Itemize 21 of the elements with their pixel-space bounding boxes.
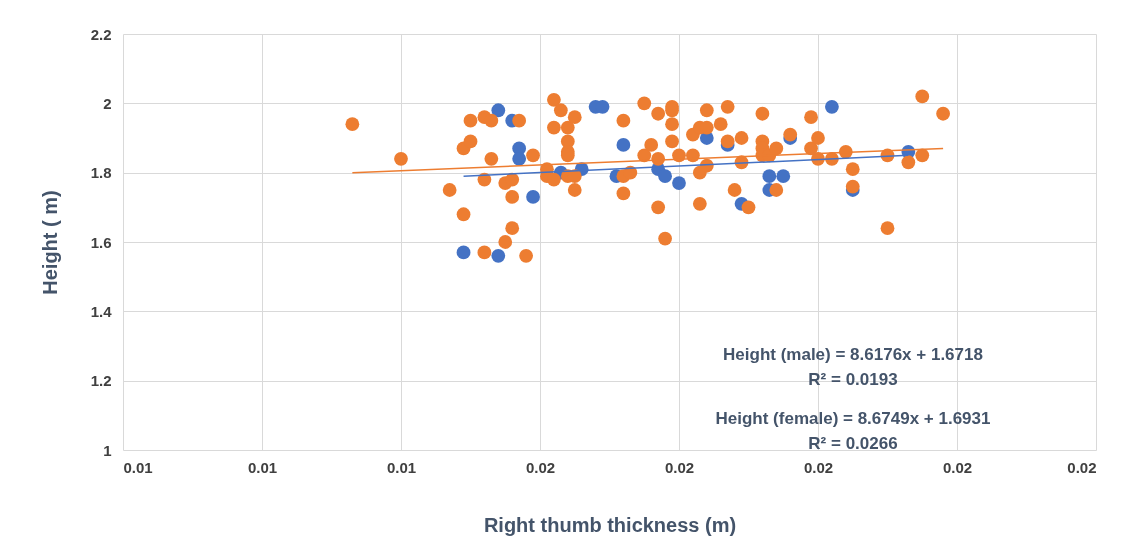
x-tick-label: 0.02 [942, 458, 973, 476]
annotation: Height (female) = 8.6749x + 1.6931 [715, 409, 991, 428]
x-tick-label: 0.01 [386, 458, 417, 476]
y-tick-label: 1.2 [90, 372, 112, 390]
y-tick-label: 1.6 [90, 233, 112, 251]
x-tick-label: 0.02 [803, 458, 834, 476]
annotation: R² = 0.0193 [808, 370, 898, 389]
y-tick-label: 2.2 [90, 25, 112, 43]
y-tick-label: 2 [103, 94, 112, 112]
x-tick-label: 0.02 [525, 458, 556, 476]
y-tick-label: 1.4 [90, 302, 113, 320]
y-tick-label: 1.8 [90, 164, 112, 182]
y-tick-label: 1 [103, 441, 112, 459]
annotation: Height (male) = 8.6176x + 1.6718 [723, 345, 983, 364]
x-axis-title: Right thumb thickness (m) [483, 513, 737, 536]
x-tick-label: 0.01 [247, 458, 278, 476]
annotation: R² = 0.0266 [808, 434, 898, 453]
x-tick-label: 0.01 [123, 458, 153, 476]
x-tick-label: 0.02 [1067, 458, 1097, 476]
x-tick-label: 0.02 [664, 458, 695, 476]
y-axis-title: Height ( m) [38, 190, 61, 295]
